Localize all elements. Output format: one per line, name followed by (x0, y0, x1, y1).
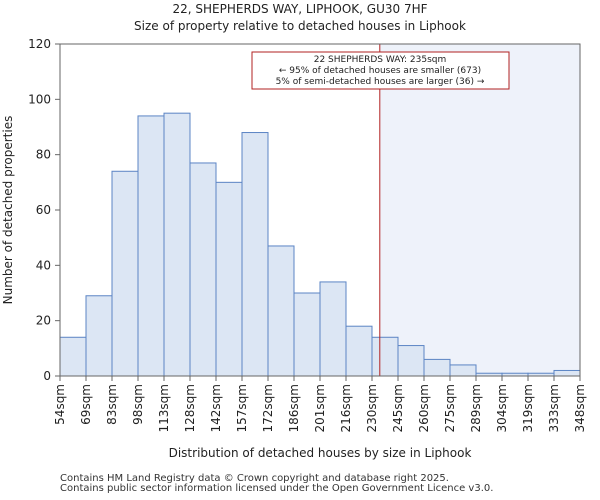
x-tick-label-319sqm: 319sqm (521, 384, 535, 432)
x-tick-label-245sqm: 245sqm (391, 384, 405, 432)
x-tick-label-289sqm: 289sqm (469, 384, 483, 432)
bar-216sqm (345, 325, 373, 377)
bar-260sqm (423, 358, 451, 377)
chart-subtitle: Size of property relative to detached ho… (134, 19, 466, 33)
annotation-line-2: ← 95% of detached houses are smaller (67… (279, 66, 481, 76)
x-tick-label-348sqm: 348sqm (573, 384, 587, 432)
y-tick-label-120: 120 (28, 37, 51, 51)
x-tick-label-113sqm: 113sqm (157, 384, 171, 432)
annotation-line-1: 22 SHEPHERDS WAY: 235sqm (314, 55, 447, 65)
bar-275sqm (449, 364, 477, 377)
y-tick-label-40: 40 (36, 258, 51, 272)
x-tick-label-186sqm: 186sqm (287, 384, 301, 432)
x-tick-label-157sqm: 157sqm (235, 384, 249, 432)
x-tick-label-304sqm: 304sqm (495, 384, 509, 432)
x-tick-label-54sqm: 54sqm (53, 384, 67, 425)
bar-142sqm (215, 181, 243, 377)
bar-128sqm (189, 162, 217, 377)
bar-157sqm (241, 132, 269, 377)
footer-line-2: Contains public sector information licen… (60, 483, 494, 494)
bar-54sqm (59, 336, 87, 377)
y-axis-label: Number of detached properties (1, 116, 15, 305)
x-tick-label-216sqm: 216sqm (339, 384, 353, 432)
bar-201sqm (319, 281, 347, 377)
x-tick-label-128sqm: 128sqm (183, 384, 197, 432)
bar-230sqm (371, 336, 399, 377)
x-tick-label-275sqm: 275sqm (443, 384, 457, 432)
x-tick-label-172sqm: 172sqm (261, 384, 275, 432)
bar-245sqm (397, 345, 425, 377)
annotation-line-3: 5% of semi-detached houses are larger (3… (276, 77, 485, 87)
bar-113sqm (163, 112, 191, 377)
y-tick-label-60: 60 (36, 203, 51, 217)
x-tick-label-333sqm: 333sqm (547, 384, 561, 432)
bar-333sqm (553, 369, 581, 377)
y-tick-label-100: 100 (28, 92, 51, 106)
x-tick-label-260sqm: 260sqm (417, 384, 431, 432)
y-tick-label-0: 0 (43, 369, 51, 383)
x-tick-label-69sqm: 69sqm (79, 384, 93, 425)
chart-title: 22, SHEPHERDS WAY, LIPHOOK, GU30 7HF (172, 2, 428, 16)
x-tick-label-230sqm: 230sqm (365, 384, 379, 432)
x-tick-label-142sqm: 142sqm (209, 384, 223, 432)
footer-line-1: Contains HM Land Registry data © Crown c… (60, 473, 449, 484)
bar-172sqm (267, 245, 295, 377)
x-axis-label: Distribution of detached houses by size … (169, 446, 472, 460)
x-tick-label-83sqm: 83sqm (105, 384, 119, 425)
x-tick-label-201sqm: 201sqm (313, 384, 327, 432)
bar-186sqm (293, 292, 321, 377)
larger-region-shade (379, 44, 580, 376)
x-tick-label-98sqm: 98sqm (131, 384, 145, 425)
bar-69sqm (85, 295, 113, 377)
y-tick-label-80: 80 (36, 148, 51, 162)
annotation-box (251, 51, 510, 90)
y-tick-label-20: 20 (36, 314, 51, 328)
bar-98sqm (137, 115, 165, 377)
bar-83sqm (111, 170, 139, 377)
